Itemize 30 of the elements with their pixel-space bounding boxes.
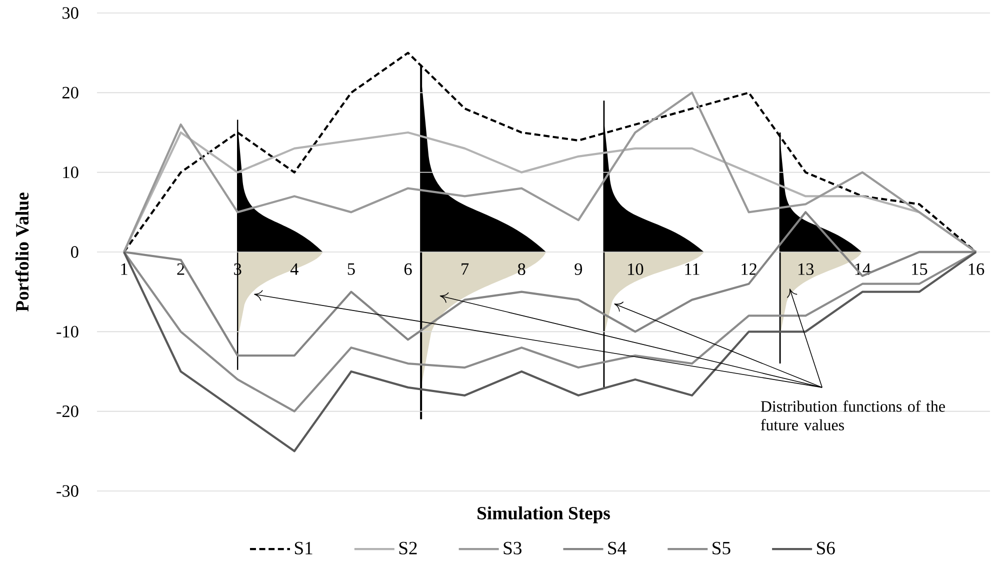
x-tick-label: 8: [518, 263, 526, 276]
legend-label: S3: [504, 542, 522, 554]
x-tick-label: 4: [290, 263, 298, 275]
line-series: [122, 92, 978, 254]
y-tick-label: 30: [62, 7, 78, 19]
annotation: Distribution functions of the future values: [760, 400, 945, 430]
y-tick-label: 20: [62, 86, 78, 98]
x-tick-label: 7: [462, 263, 469, 275]
x-tick-label: 16: [968, 263, 984, 275]
x-axis-title: Simulation Steps: [478, 506, 610, 524]
x-tick-label: 5: [348, 263, 355, 275]
y-axis-title: Portfolio Value: [15, 192, 29, 312]
y-tick-label: -30: [56, 485, 78, 497]
x-tick-label: 12: [742, 263, 756, 275]
y-tick-label: -10: [56, 326, 78, 338]
x-tick-label: 9: [574, 263, 582, 275]
x-tick-label: 13: [798, 263, 814, 275]
x-tick-label: 11: [685, 263, 700, 275]
x-tick-label: 1: [121, 263, 128, 275]
x-tick-label: 15: [912, 263, 928, 275]
y-tick-label: 0: [71, 246, 78, 258]
x-tick-label: 10: [628, 263, 644, 276]
legend-label: S2: [399, 542, 417, 554]
legend-label: S6: [817, 542, 835, 554]
y-tick-label: -20: [56, 406, 78, 418]
legend-label: S1: [294, 542, 312, 554]
legend-label: S5: [712, 542, 730, 554]
y-tick-label: 10: [63, 166, 78, 178]
legend-label: S4: [608, 542, 626, 554]
x-tick-label: 6: [404, 263, 412, 275]
